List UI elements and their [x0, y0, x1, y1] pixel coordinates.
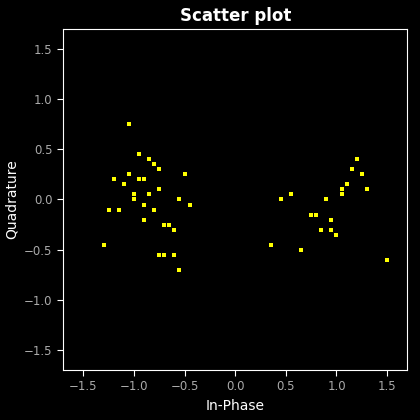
Title: Scatter plot: Scatter plot: [179, 7, 291, 25]
Channel 1: [142, 217, 147, 222]
Channel 1: [167, 222, 172, 227]
Channel 1: [187, 202, 192, 207]
Channel 1: [157, 252, 162, 257]
Channel 1: [365, 187, 370, 192]
Channel 1: [152, 162, 157, 167]
Y-axis label: Quadrature: Quadrature: [5, 160, 18, 239]
Channel 1: [339, 187, 344, 192]
Channel 1: [309, 212, 314, 217]
Channel 1: [182, 172, 187, 177]
Channel 1: [162, 252, 167, 257]
Line: Channel 1: Channel 1: [101, 122, 390, 272]
Channel 1: [339, 192, 344, 197]
Channel 1: [126, 172, 131, 177]
Channel 1: [177, 197, 182, 202]
Channel 1: [299, 247, 304, 252]
Channel 1: [344, 182, 349, 187]
Channel 1: [147, 157, 152, 162]
Channel 1: [106, 207, 111, 212]
Channel 1: [131, 192, 136, 197]
Channel 1: [172, 252, 177, 257]
Channel 1: [116, 207, 121, 212]
Channel 1: [314, 212, 319, 217]
Channel 1: [329, 217, 334, 222]
Channel 1: [157, 187, 162, 192]
Channel 1: [136, 177, 142, 182]
Channel 1: [319, 227, 324, 232]
Channel 1: [111, 177, 116, 182]
Channel 1: [131, 197, 136, 202]
Channel 1: [349, 167, 354, 172]
Channel 1: [354, 157, 359, 162]
Channel 1: [359, 172, 364, 177]
Channel 1: [278, 197, 284, 202]
Channel 1: [289, 192, 294, 197]
X-axis label: In-Phase: In-Phase: [206, 399, 265, 412]
Channel 1: [172, 227, 177, 232]
Channel 1: [147, 192, 152, 197]
Channel 1: [385, 257, 390, 262]
Channel 1: [334, 232, 339, 237]
Channel 1: [152, 207, 157, 212]
Channel 1: [136, 152, 142, 157]
Channel 1: [268, 242, 273, 247]
Channel 1: [142, 202, 147, 207]
Channel 1: [121, 182, 126, 187]
Channel 1: [157, 167, 162, 172]
Channel 1: [324, 197, 329, 202]
Channel 1: [177, 267, 182, 272]
Channel 1: [101, 242, 106, 247]
Channel 1: [126, 122, 131, 127]
Channel 1: [329, 227, 334, 232]
Channel 1: [142, 177, 147, 182]
Channel 1: [162, 222, 167, 227]
